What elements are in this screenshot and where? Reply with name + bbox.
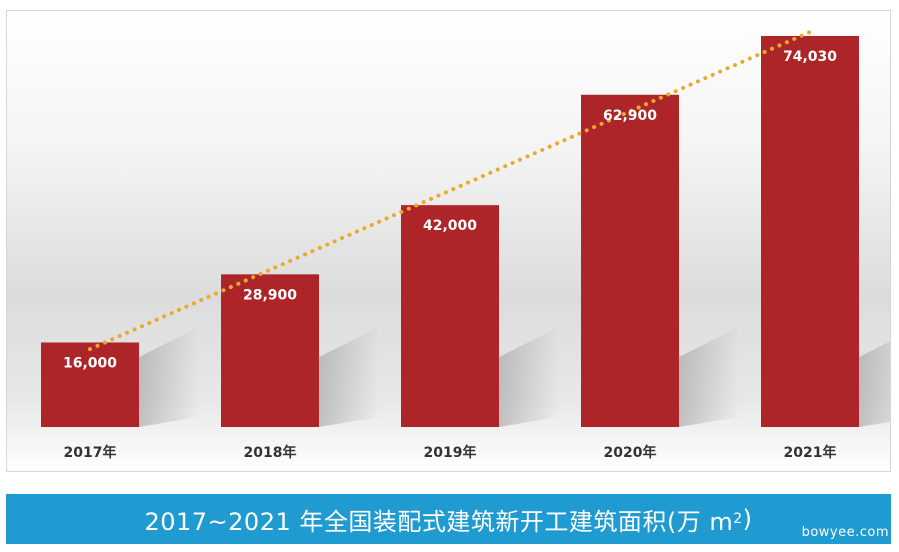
caption-superscript: 2 [733,511,743,527]
bar-shadows [139,327,890,427]
bar-4 [761,35,859,428]
bar-3 [581,94,679,427]
watermark-text: bowyee.com [801,525,889,540]
caption-text: 2017~2021 年全国装配式建筑新开工建筑面积(万 m [144,507,734,536]
data-labels-group: 16,000 28,900 42,000 62,900 74,030 [63,49,837,372]
chart-panel: 16,000 28,900 42,000 62,900 74,030 2017年 2018… [6,10,891,472]
data-label-4: 74,030 [783,49,837,65]
bar-chart: 16,000 28,900 42,000 62,900 74,030 2017年 2018… [41,30,890,461]
trend-line-group [88,30,812,352]
x-axis-labels: 2017年 2018年 2019年 2020年 2021年 [64,444,837,461]
x-tick-label-1: 2018年 [244,444,297,461]
bar-1 [221,274,319,427]
caption-close: ) [742,505,753,533]
x-tick-label-0: 2017年 [64,444,117,461]
bar-shadow [139,327,199,427]
bars-group [41,35,859,428]
data-label-3: 62,900 [603,108,657,124]
bar-0 [41,342,139,427]
caption-bar: 2017~2021 年全国装配式建筑新开工建筑面积(万 m 2) bowyee.c… [6,494,891,544]
bar-shadow [319,327,379,427]
x-tick-label-2: 2019年 [424,444,477,461]
data-label-0: 16,000 [63,355,117,371]
bar-shadow [499,327,559,427]
data-label-2: 42,000 [423,218,477,234]
bar-shadow [859,341,890,427]
bar-2 [401,205,499,427]
data-label-1: 28,900 [243,287,297,303]
x-tick-label-4: 2021年 [784,444,837,461]
x-tick-label-3: 2020年 [604,444,657,461]
bar-shadow [679,327,739,427]
trend-line [88,30,812,352]
